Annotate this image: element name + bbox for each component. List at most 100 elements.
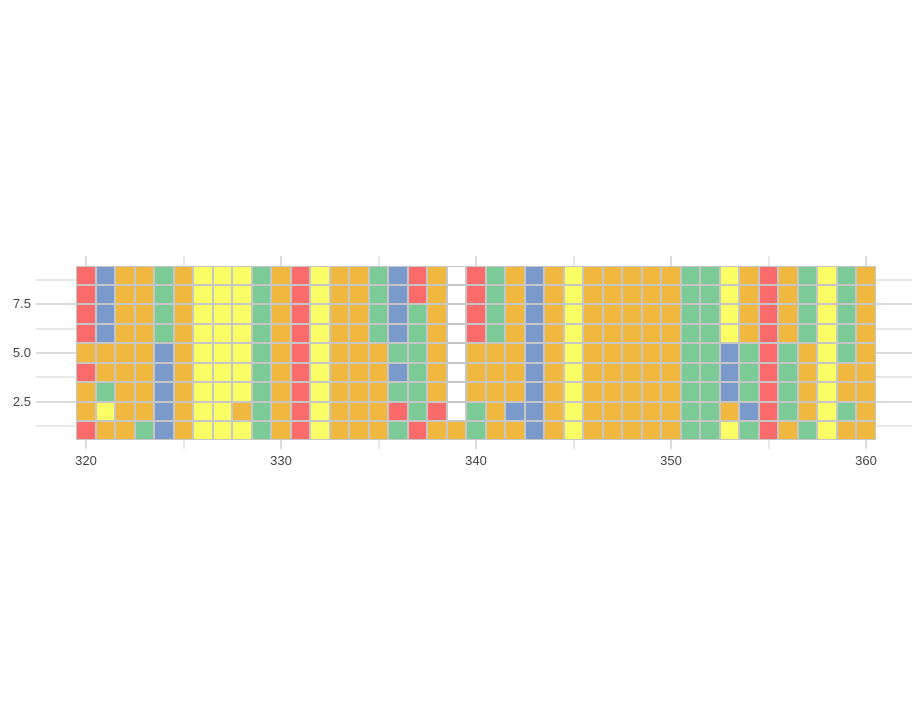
heatmap-cell[interactable] <box>310 382 330 402</box>
heatmap-cell[interactable] <box>466 420 486 441</box>
heatmap-cell[interactable] <box>193 401 213 421</box>
heatmap-cell[interactable] <box>251 382 272 402</box>
heatmap-cell[interactable] <box>563 362 584 383</box>
heatmap-cell[interactable] <box>602 285 623 305</box>
heatmap-cell[interactable] <box>719 323 740 344</box>
heatmap-cell[interactable] <box>173 323 194 344</box>
heatmap-cell[interactable] <box>368 420 389 441</box>
heatmap-cell[interactable] <box>407 343 428 363</box>
heatmap-cell[interactable] <box>388 265 408 285</box>
heatmap-cell[interactable] <box>310 420 330 441</box>
heatmap-cell[interactable] <box>329 420 350 441</box>
heatmap-cell[interactable] <box>368 343 389 363</box>
heatmap-cell[interactable] <box>466 382 486 402</box>
heatmap-cell[interactable] <box>797 304 818 324</box>
heatmap-cell[interactable] <box>76 323 96 344</box>
heatmap-cell[interactable] <box>778 401 798 421</box>
heatmap-cell[interactable] <box>602 265 623 285</box>
heatmap-cell[interactable] <box>232 323 252 344</box>
heatmap-cell[interactable] <box>602 343 623 363</box>
heatmap-cell[interactable] <box>212 382 233 402</box>
heatmap-cell[interactable] <box>251 265 272 285</box>
heatmap-cell[interactable] <box>583 401 603 421</box>
heatmap-cell[interactable] <box>76 285 96 305</box>
heatmap-cell[interactable] <box>134 323 155 344</box>
heatmap-cell[interactable] <box>778 285 798 305</box>
heatmap-cell[interactable] <box>739 285 759 305</box>
heatmap-cell[interactable] <box>271 323 291 344</box>
heatmap-cell[interactable] <box>193 362 213 383</box>
heatmap-cell[interactable] <box>290 304 311 324</box>
heatmap-cell[interactable] <box>388 285 408 305</box>
heatmap-cell[interactable] <box>719 401 740 421</box>
heatmap-cell[interactable] <box>836 323 857 344</box>
heatmap-cell[interactable] <box>817 362 837 383</box>
heatmap-cell[interactable] <box>563 382 584 402</box>
heatmap-cell[interactable] <box>251 304 272 324</box>
heatmap-cell[interactable] <box>622 304 642 324</box>
heatmap-cell[interactable] <box>349 323 369 344</box>
heatmap-cell[interactable] <box>388 382 408 402</box>
heatmap-cell[interactable] <box>719 382 740 402</box>
heatmap-cell[interactable] <box>368 265 389 285</box>
heatmap-cell[interactable] <box>641 304 662 324</box>
heatmap-cell[interactable] <box>95 401 116 421</box>
heatmap-cell[interactable] <box>388 323 408 344</box>
heatmap-cell[interactable] <box>524 401 545 421</box>
heatmap-cell[interactable] <box>271 285 291 305</box>
heatmap-cell[interactable] <box>661 401 681 421</box>
heatmap-cell[interactable] <box>154 304 174 324</box>
heatmap-cell[interactable] <box>836 285 857 305</box>
heatmap-cell[interactable] <box>134 420 155 441</box>
heatmap-cell[interactable] <box>271 401 291 421</box>
heatmap-cell[interactable] <box>758 420 779 441</box>
heatmap-cell[interactable] <box>700 382 720 402</box>
heatmap-cell[interactable] <box>505 401 525 421</box>
heatmap-cell[interactable] <box>856 343 876 363</box>
heatmap-cell[interactable] <box>778 382 798 402</box>
heatmap-cell[interactable] <box>563 401 584 421</box>
heatmap-cell[interactable] <box>524 382 545 402</box>
heatmap-cell[interactable] <box>349 265 369 285</box>
heatmap-cell[interactable] <box>622 362 642 383</box>
heatmap-cell[interactable] <box>544 362 564 383</box>
heatmap-cell[interactable] <box>271 343 291 363</box>
heatmap-cell[interactable] <box>758 382 779 402</box>
heatmap-cell[interactable] <box>212 420 233 441</box>
heatmap-cell[interactable] <box>563 265 584 285</box>
heatmap-cell[interactable] <box>758 304 779 324</box>
heatmap-cell[interactable] <box>193 265 213 285</box>
heatmap-cell[interactable] <box>466 323 486 344</box>
heatmap-cell[interactable] <box>173 343 194 363</box>
heatmap-cell[interactable] <box>797 382 818 402</box>
heatmap-cell[interactable] <box>271 420 291 441</box>
heatmap-cell[interactable] <box>329 382 350 402</box>
heatmap-cell[interactable] <box>173 265 194 285</box>
heatmap-cell[interactable] <box>212 304 233 324</box>
heatmap-cell[interactable] <box>173 382 194 402</box>
heatmap-cell[interactable] <box>505 362 525 383</box>
heatmap-cell[interactable] <box>856 420 876 441</box>
heatmap-cell[interactable] <box>680 382 701 402</box>
heatmap-cell[interactable] <box>446 382 467 402</box>
heatmap-cell[interactable] <box>661 382 681 402</box>
heatmap-cell[interactable] <box>212 401 233 421</box>
heatmap-cell[interactable] <box>778 343 798 363</box>
heatmap-cell[interactable] <box>680 343 701 363</box>
heatmap-cell[interactable] <box>700 323 720 344</box>
heatmap-cell[interactable] <box>544 401 564 421</box>
heatmap-cell[interactable] <box>739 304 759 324</box>
heatmap-cell[interactable] <box>154 401 174 421</box>
heatmap-cell[interactable] <box>232 362 252 383</box>
heatmap-cell[interactable] <box>485 401 506 421</box>
heatmap-cell[interactable] <box>797 285 818 305</box>
heatmap-cell[interactable] <box>836 382 857 402</box>
heatmap-cell[interactable] <box>251 285 272 305</box>
heatmap-cell[interactable] <box>95 420 116 441</box>
heatmap-cell[interactable] <box>368 382 389 402</box>
heatmap-cell[interactable] <box>115 285 135 305</box>
heatmap-cell[interactable] <box>719 343 740 363</box>
heatmap-cell[interactable] <box>485 304 506 324</box>
heatmap-cell[interactable] <box>310 285 330 305</box>
heatmap-cell[interactable] <box>524 323 545 344</box>
